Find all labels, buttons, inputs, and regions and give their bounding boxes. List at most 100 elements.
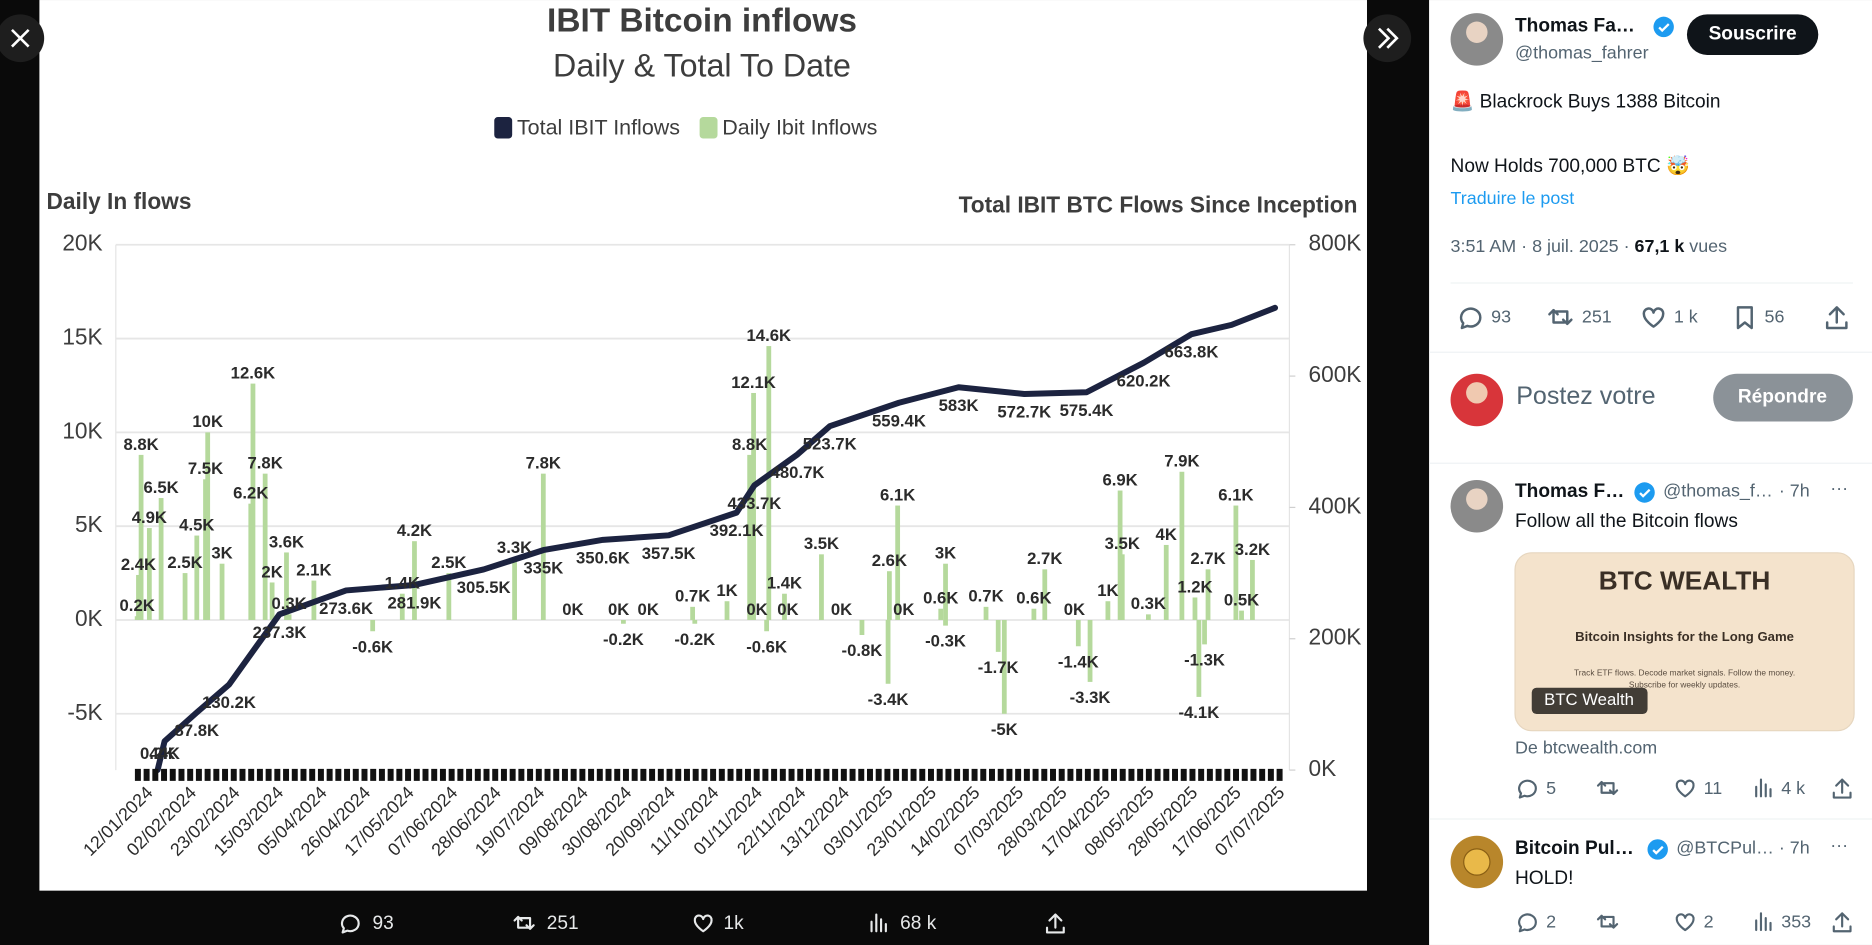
bar: [136, 574, 141, 620]
bar: [1105, 601, 1111, 620]
reply-actions: 2 2 353: [1518, 912, 1852, 933]
bar: [943, 563, 948, 620]
data-label: 350.6K: [576, 548, 630, 567]
bar: [1192, 597, 1198, 620]
reply-time: · 7h: [1779, 838, 1810, 858]
data-label: 0.6K: [923, 589, 958, 608]
y-tick-label: 10K: [62, 417, 102, 443]
bar: [885, 619, 891, 684]
more-menu[interactable]: ···: [1830, 835, 1848, 855]
bar: [412, 541, 417, 620]
card-blurb: Track ETF flows. Decode market signals. …: [1574, 668, 1795, 678]
bar: [1239, 610, 1244, 620]
like-count: 1 k: [1674, 306, 1698, 326]
data-label: 357.5K: [642, 544, 696, 563]
data-label: 583K: [939, 396, 979, 415]
more-menu[interactable]: ···: [1830, 478, 1848, 498]
data-label: 3K: [211, 544, 232, 563]
post-timestamp: 3:51 AM · 8 juil. 2025 ·: [1451, 236, 1630, 256]
bar: [286, 614, 292, 620]
author-name[interactable]: Thomas Fa…: [1515, 15, 1635, 36]
data-label: 4.9K: [132, 508, 167, 527]
bar: [512, 558, 517, 620]
data-label: -1.7K: [978, 658, 1019, 677]
data-label: 2.7K: [1190, 549, 1225, 568]
data-label: 433.7K: [727, 494, 781, 513]
data-label: 2K: [261, 562, 282, 581]
link-card[interactable]: [1514, 552, 1855, 732]
avatar-face: [1466, 21, 1488, 44]
y2-tick-label: 200K: [1308, 624, 1361, 650]
card-subtitle: Bitcoin Insights for the Long Game: [1575, 629, 1794, 644]
chart-image: [39, 0, 1367, 891]
bar: [1205, 569, 1211, 620]
data-label: 130.2K: [202, 693, 256, 712]
post-actions: 93 251 1 k 56: [1459, 306, 1848, 330]
data-label: 3.5K: [804, 534, 839, 553]
verified-badge: [1646, 838, 1670, 861]
reply-author[interactable]: Bitcoin Pul…: [1515, 838, 1634, 859]
expand-icon: [1377, 27, 1399, 49]
repost-count: 251: [1582, 306, 1612, 326]
data-label: 1.4K: [767, 574, 802, 593]
data-label: 6.9K: [1102, 470, 1137, 489]
data-label: 12.1K: [731, 373, 776, 392]
bar: [182, 573, 188, 620]
reply-author[interactable]: Thomas F…: [1515, 481, 1624, 502]
bar: [219, 563, 225, 620]
author-handle[interactable]: @thomas_fahrer: [1515, 42, 1649, 63]
bar: [1087, 619, 1093, 682]
y2-axis-title: Total IBIT BTC Flows Since Inception: [959, 192, 1358, 218]
data-label: 559.4K: [872, 411, 926, 430]
data-label: 480.7K: [771, 463, 825, 482]
data-label: 2.4K: [121, 555, 156, 574]
data-label: 0K: [831, 600, 852, 619]
bar: [692, 619, 698, 624]
data-label: 0K: [562, 600, 583, 619]
data-label: 0K: [893, 600, 914, 619]
views-count: 4 k: [1781, 778, 1805, 798]
bar: [1196, 619, 1202, 697]
data-label: 1K: [1097, 581, 1118, 600]
bookmark-count: 56: [1765, 306, 1785, 326]
data-label: 281.9K: [388, 593, 442, 612]
reply-button[interactable]: [1713, 373, 1853, 422]
total-line: [154, 304, 1279, 773]
bar: [1117, 490, 1123, 620]
bar: [782, 593, 787, 620]
data-label: 4.2K: [397, 521, 432, 540]
data-label: 523.7K: [803, 435, 857, 454]
data-label: 2.1K: [296, 560, 331, 579]
bar: [1163, 544, 1169, 620]
bar: [194, 535, 200, 620]
views-count: 353: [1781, 912, 1811, 932]
data-label: 0.3K: [271, 594, 306, 613]
data-label: 572.7K: [997, 403, 1051, 422]
bar: [134, 616, 140, 620]
bar: [262, 473, 268, 620]
like-count: 2: [1704, 912, 1714, 932]
data-label: 14.6K: [747, 326, 792, 345]
data-label: -0.6K: [746, 637, 787, 656]
bar: [1233, 505, 1239, 620]
avatar-coin: [1463, 848, 1491, 876]
data-label: 1K: [716, 581, 737, 600]
data-label: 3.3K: [497, 538, 532, 557]
bar: [690, 606, 696, 620]
data-label: 0.7K: [968, 587, 1003, 606]
bar: [269, 582, 275, 620]
verified-badge: [1633, 481, 1656, 504]
data-label: 663.8K: [1165, 343, 1219, 362]
data-label: -1.3K: [1184, 651, 1225, 670]
data-label: 3.2K: [1235, 540, 1270, 559]
data-label: 335K: [523, 559, 563, 578]
card-label-bg: [1531, 687, 1648, 714]
subscribe-button[interactable]: [1686, 14, 1819, 55]
data-label: -4.1K: [1178, 703, 1219, 722]
reply-input[interactable]: Postez votre: [1516, 382, 1655, 410]
translate-link[interactable]: Traduire le post: [1451, 188, 1575, 208]
bar: [1042, 569, 1048, 620]
data-label: 0.2K: [120, 596, 155, 615]
bar: [284, 552, 289, 620]
legend-swatch: [699, 117, 718, 139]
